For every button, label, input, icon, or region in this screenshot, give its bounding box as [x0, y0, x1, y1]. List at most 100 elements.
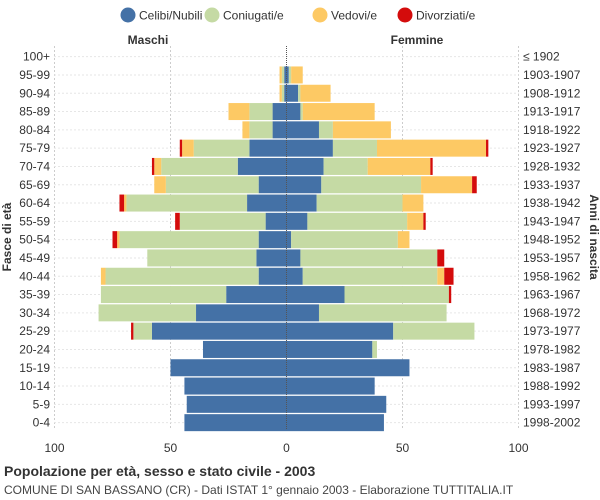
- bar-female-divorziate-40-44: [444, 267, 454, 285]
- bar-male-coniugati-30-34: [98, 304, 197, 322]
- birth-year-label-2: 1908-1912: [523, 86, 581, 100]
- birth-year-label-18: 1988-1992: [523, 379, 581, 393]
- age-label-95-99: 95-99: [19, 68, 50, 82]
- x-tick-label-0: 100: [44, 441, 64, 455]
- bar-female-nubili-55-59: [286, 212, 308, 230]
- age-label-25-29: 25-29: [19, 324, 50, 338]
- left-label-maschi: Maschi: [128, 33, 169, 47]
- age-label-0-4: 0-4: [33, 416, 51, 430]
- bar-female-coniugate-95-99: [288, 66, 292, 84]
- bar-male-celibi-95-99: [284, 66, 287, 84]
- bar-male-coniugati-55-59: [179, 212, 266, 230]
- age-label-75-79: 75-79: [19, 141, 50, 155]
- bar-female-divorziate-65-69: [472, 176, 477, 194]
- chart-subtitle: COMUNE DI SAN BASSANO (CR) - Dati ISTAT …: [4, 483, 514, 497]
- bar-male-coniugati-90-94: [281, 84, 285, 102]
- birth-year-label-3: 1913-1917: [523, 105, 581, 119]
- bar-female-vedove-70-74: [367, 157, 431, 175]
- birth-year-label-10: 1948-1952: [523, 233, 581, 247]
- bar-female-coniugate-30-34: [318, 304, 447, 322]
- bar-female-nubili-0-4: [286, 414, 384, 432]
- bar-female-nubili-45-49: [286, 249, 301, 267]
- bar-female-nubili-50-54: [286, 231, 292, 249]
- bar-male-celibi-90-94: [284, 84, 287, 102]
- y-axis-label-right: Anni di nascita: [587, 194, 600, 280]
- birth-year-label-13: 1963-1967: [523, 288, 581, 302]
- legend-label-2: Vedovi/e: [331, 9, 377, 23]
- bar-male-coniugati-25-29: [133, 322, 152, 340]
- bar-female-divorziate-45-49: [437, 249, 445, 267]
- age-label-70-74: 70-74: [19, 159, 50, 173]
- bar-female-vedove-50-54: [397, 231, 410, 249]
- bar-female-nubili-75-79: [286, 139, 333, 157]
- bar-female-vedove-65-69: [421, 176, 473, 194]
- birth-year-label-20: 1998-2002: [523, 416, 581, 430]
- bar-female-nubili-30-34: [286, 304, 319, 322]
- birth-year-label-17: 1983-1987: [523, 361, 581, 375]
- bar-male-coniugati-80-84: [249, 121, 273, 139]
- bar-male-vedovi-85-89: [228, 103, 250, 121]
- bar-female-nubili-65-69: [286, 176, 322, 194]
- age-label-80-84: 80-84: [19, 123, 50, 137]
- bar-female-coniugate-45-49: [300, 249, 438, 267]
- bar-female-divorziate-35-39: [448, 286, 452, 304]
- birth-year-label-11: 1953-1957: [523, 251, 581, 265]
- bar-female-nubili-70-74: [286, 157, 324, 175]
- legend-label-3: Divorziati/e: [416, 9, 476, 23]
- birth-year-label-7: 1933-1937: [523, 178, 581, 192]
- x-tick-label-3: 50: [396, 441, 410, 455]
- age-label-40-44: 40-44: [19, 269, 50, 283]
- bar-male-celibi-65-69: [258, 176, 287, 194]
- bar-female-coniugate-50-54: [291, 231, 398, 249]
- bar-male-vedovi-65-69: [154, 176, 166, 194]
- bar-male-celibi-0-4: [184, 414, 287, 432]
- age-label-20-24: 20-24: [19, 342, 50, 356]
- bar-female-divorziate-55-59: [423, 212, 426, 230]
- legend-swatch-3: [397, 7, 413, 23]
- bar-male-divorziati-70-74: [151, 157, 155, 175]
- age-group-labels: 100+ 95-99 90-94 85-89 80-84 75-79 70-74 65-69 6…: [19, 50, 50, 430]
- age-label-5-9: 5-9: [33, 397, 51, 411]
- bar-male-coniugati-70-74: [161, 157, 238, 175]
- bar-female-nubili-15-19: [286, 359, 410, 377]
- x-tick-label-4: 100: [508, 441, 528, 455]
- bar-male-celibi-15-19: [170, 359, 287, 377]
- bar-male-divorziati-60-64: [119, 194, 125, 212]
- age-label-10-14: 10-14: [19, 379, 50, 393]
- bar-female-vedove-90-94: [300, 84, 331, 102]
- bar-female-coniugate-75-79: [332, 139, 377, 157]
- legend-label-1: Coniugati/e: [223, 9, 284, 23]
- bar-female-coniugate-90-94: [298, 84, 301, 102]
- bar-male-divorziati-50-54: [112, 231, 118, 249]
- bar-female-nubili-5-9: [286, 395, 387, 413]
- y-axis-label-left: Fasce di età: [0, 202, 14, 271]
- bar-female-nubili-25-29: [286, 322, 394, 340]
- birth-year-label-14: 1968-1972: [523, 306, 581, 320]
- bar-female-coniugate-20-24: [372, 340, 377, 358]
- age-label-65-69: 65-69: [19, 178, 50, 192]
- bars: [98, 46, 489, 432]
- bar-male-celibi-75-79: [249, 139, 287, 157]
- bar-female-nubili-35-39: [286, 286, 345, 304]
- legend-swatch-0: [120, 7, 136, 23]
- bar-male-coniugati-50-54: [119, 231, 259, 249]
- bar-male-vedovi-70-74: [154, 157, 162, 175]
- bar-male-celibi-5-9: [186, 395, 287, 413]
- birth-year-label-15: 1973-1977: [523, 324, 581, 338]
- bar-male-celibi-40-44: [258, 267, 287, 285]
- birth-year-label-16: 1978-1982: [523, 342, 581, 356]
- bar-male-celibi-50-54: [258, 231, 287, 249]
- bar-male-divorziati-75-79: [179, 139, 183, 157]
- bar-female-nubili-20-24: [286, 340, 373, 358]
- bar-male-vedovi-80-84: [242, 121, 250, 139]
- bar-female-vedove-55-59: [407, 212, 424, 230]
- bar-male-celibi-70-74: [237, 157, 287, 175]
- birth-year-labels: ≤ 1902 1903-1907 1908-1912 1913-1917 1918-19…: [523, 50, 581, 430]
- bar-female-vedove-40-44: [437, 267, 445, 285]
- bar-female-coniugate-35-39: [344, 286, 449, 304]
- age-label-90-94: 90-94: [19, 86, 50, 100]
- birth-year-label-6: 1928-1932: [523, 159, 581, 173]
- bar-female-nubili-95-99: [286, 66, 289, 84]
- bar-female-coniugate-85-89: [300, 103, 303, 121]
- bar-female-vedove-85-89: [302, 103, 375, 121]
